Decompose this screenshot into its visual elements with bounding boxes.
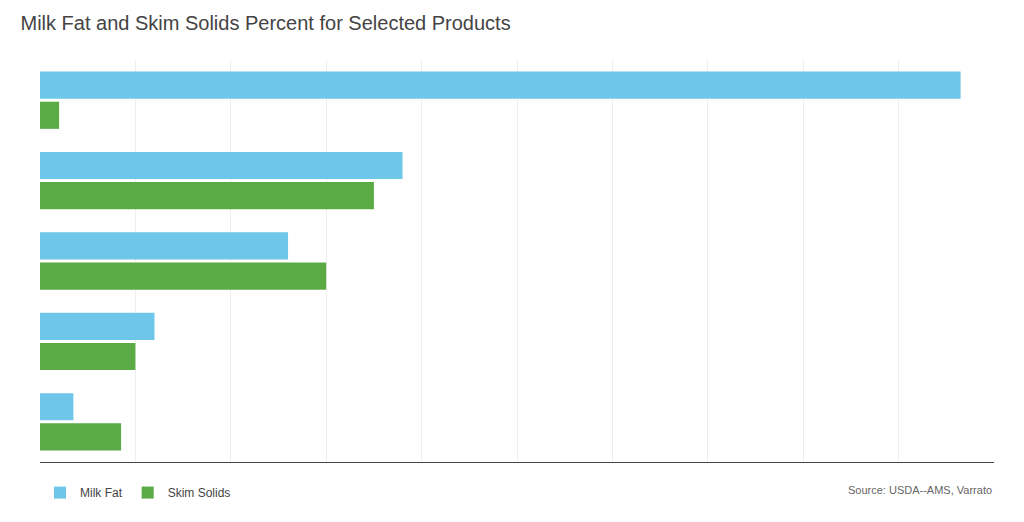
svg-text:Milk Fat and Skim Solids Perce: Milk Fat and Skim Solids Percent for Sel… <box>20 12 510 34</box>
svg-text:Source: USDA--AMS, Varrato: Source: USDA--AMS, Varrato <box>848 484 992 496</box>
svg-text:Milk Fat: Milk Fat <box>80 486 123 500</box>
svg-text:Skim Solids: Skim Solids <box>168 486 231 500</box>
